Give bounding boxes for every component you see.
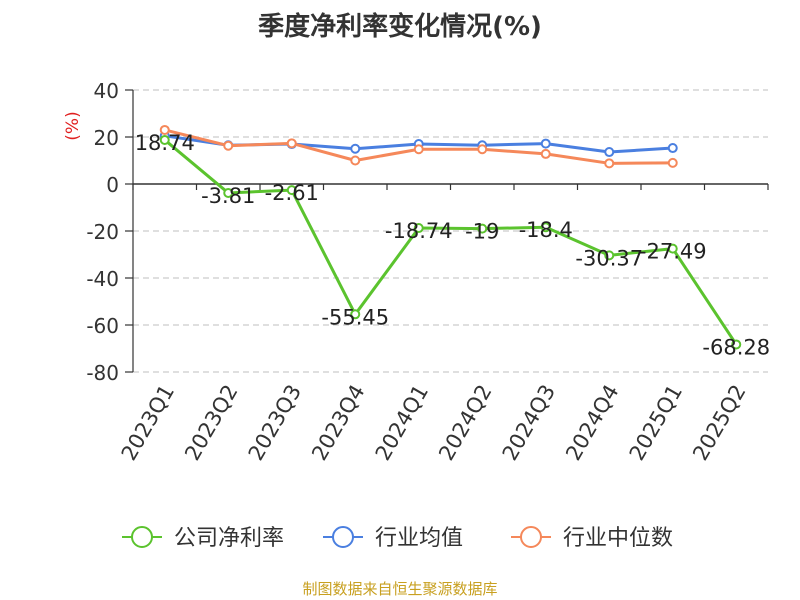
data-label: -19 — [465, 220, 499, 244]
data-point — [413, 144, 424, 155]
data-label: -2.61 — [265, 181, 319, 205]
x-tick-label: 2025Q1 — [625, 381, 687, 465]
data-point — [286, 185, 297, 196]
y-tick-label: -80 — [86, 361, 119, 385]
y-tick-label: 20 — [94, 126, 119, 150]
data-label: -18.74 — [385, 219, 453, 243]
data-point — [286, 138, 297, 149]
data-label: -30.37 — [575, 246, 643, 270]
x-tick-label: 2024Q4 — [561, 381, 623, 465]
data-point — [667, 243, 678, 254]
data-label: 18.74 — [135, 131, 195, 155]
data-point — [159, 134, 170, 145]
x-tick-label: 2023Q3 — [244, 381, 306, 465]
data-point — [413, 223, 424, 234]
data-point — [604, 147, 615, 158]
y-tick-label: -40 — [86, 267, 119, 291]
x-tick-label: 2023Q4 — [307, 381, 369, 465]
series-line — [163, 138, 738, 346]
data-point — [477, 144, 488, 155]
legend-swatch-marker — [520, 526, 542, 548]
y-tick-label: -60 — [86, 314, 119, 338]
x-tick-label: 2024Q1 — [371, 381, 433, 465]
data-point — [667, 143, 678, 154]
legend-label: 公司净利率 — [174, 526, 284, 551]
data-point — [731, 339, 742, 350]
x-tick-label: 2024Q3 — [498, 381, 560, 465]
x-tick-label: 2023Q1 — [117, 381, 179, 465]
data-point — [540, 222, 551, 233]
data-point — [604, 158, 615, 169]
x-tick-label: 2025Q2 — [688, 381, 750, 465]
x-tick-label: 2024Q2 — [434, 381, 496, 465]
data-point — [159, 124, 170, 135]
data-point — [223, 187, 234, 198]
data-point — [350, 143, 361, 154]
data-label: -18.4 — [519, 218, 573, 242]
legend-label: 行业中位数 — [563, 526, 673, 551]
data-point — [350, 155, 361, 166]
legend-swatch-marker — [332, 526, 354, 548]
data-label: -68.28 — [702, 335, 770, 359]
data-point — [350, 309, 361, 320]
data-source-footer: 制图数据来自恒生聚源数据库 — [302, 580, 498, 598]
y-axis-label: (%) — [63, 111, 83, 140]
data-point — [667, 157, 678, 168]
data-point — [477, 223, 488, 234]
data-label: -27.49 — [639, 240, 707, 264]
y-tick-label: -20 — [86, 220, 119, 244]
data-label: -55.45 — [321, 305, 389, 329]
data-point — [223, 140, 234, 151]
legend-swatch-marker — [131, 526, 153, 548]
data-point — [540, 138, 551, 149]
y-tick-label: 0 — [106, 173, 119, 197]
y-tick-label: 40 — [94, 79, 119, 103]
chart-title: 季度净利率变化情况(%) — [258, 12, 542, 42]
x-tick-label: 2023Q2 — [180, 381, 242, 465]
data-point — [540, 148, 551, 159]
data-point — [604, 250, 615, 261]
legend-label: 行业均值 — [375, 526, 463, 551]
data-label: -3.81 — [201, 184, 255, 208]
